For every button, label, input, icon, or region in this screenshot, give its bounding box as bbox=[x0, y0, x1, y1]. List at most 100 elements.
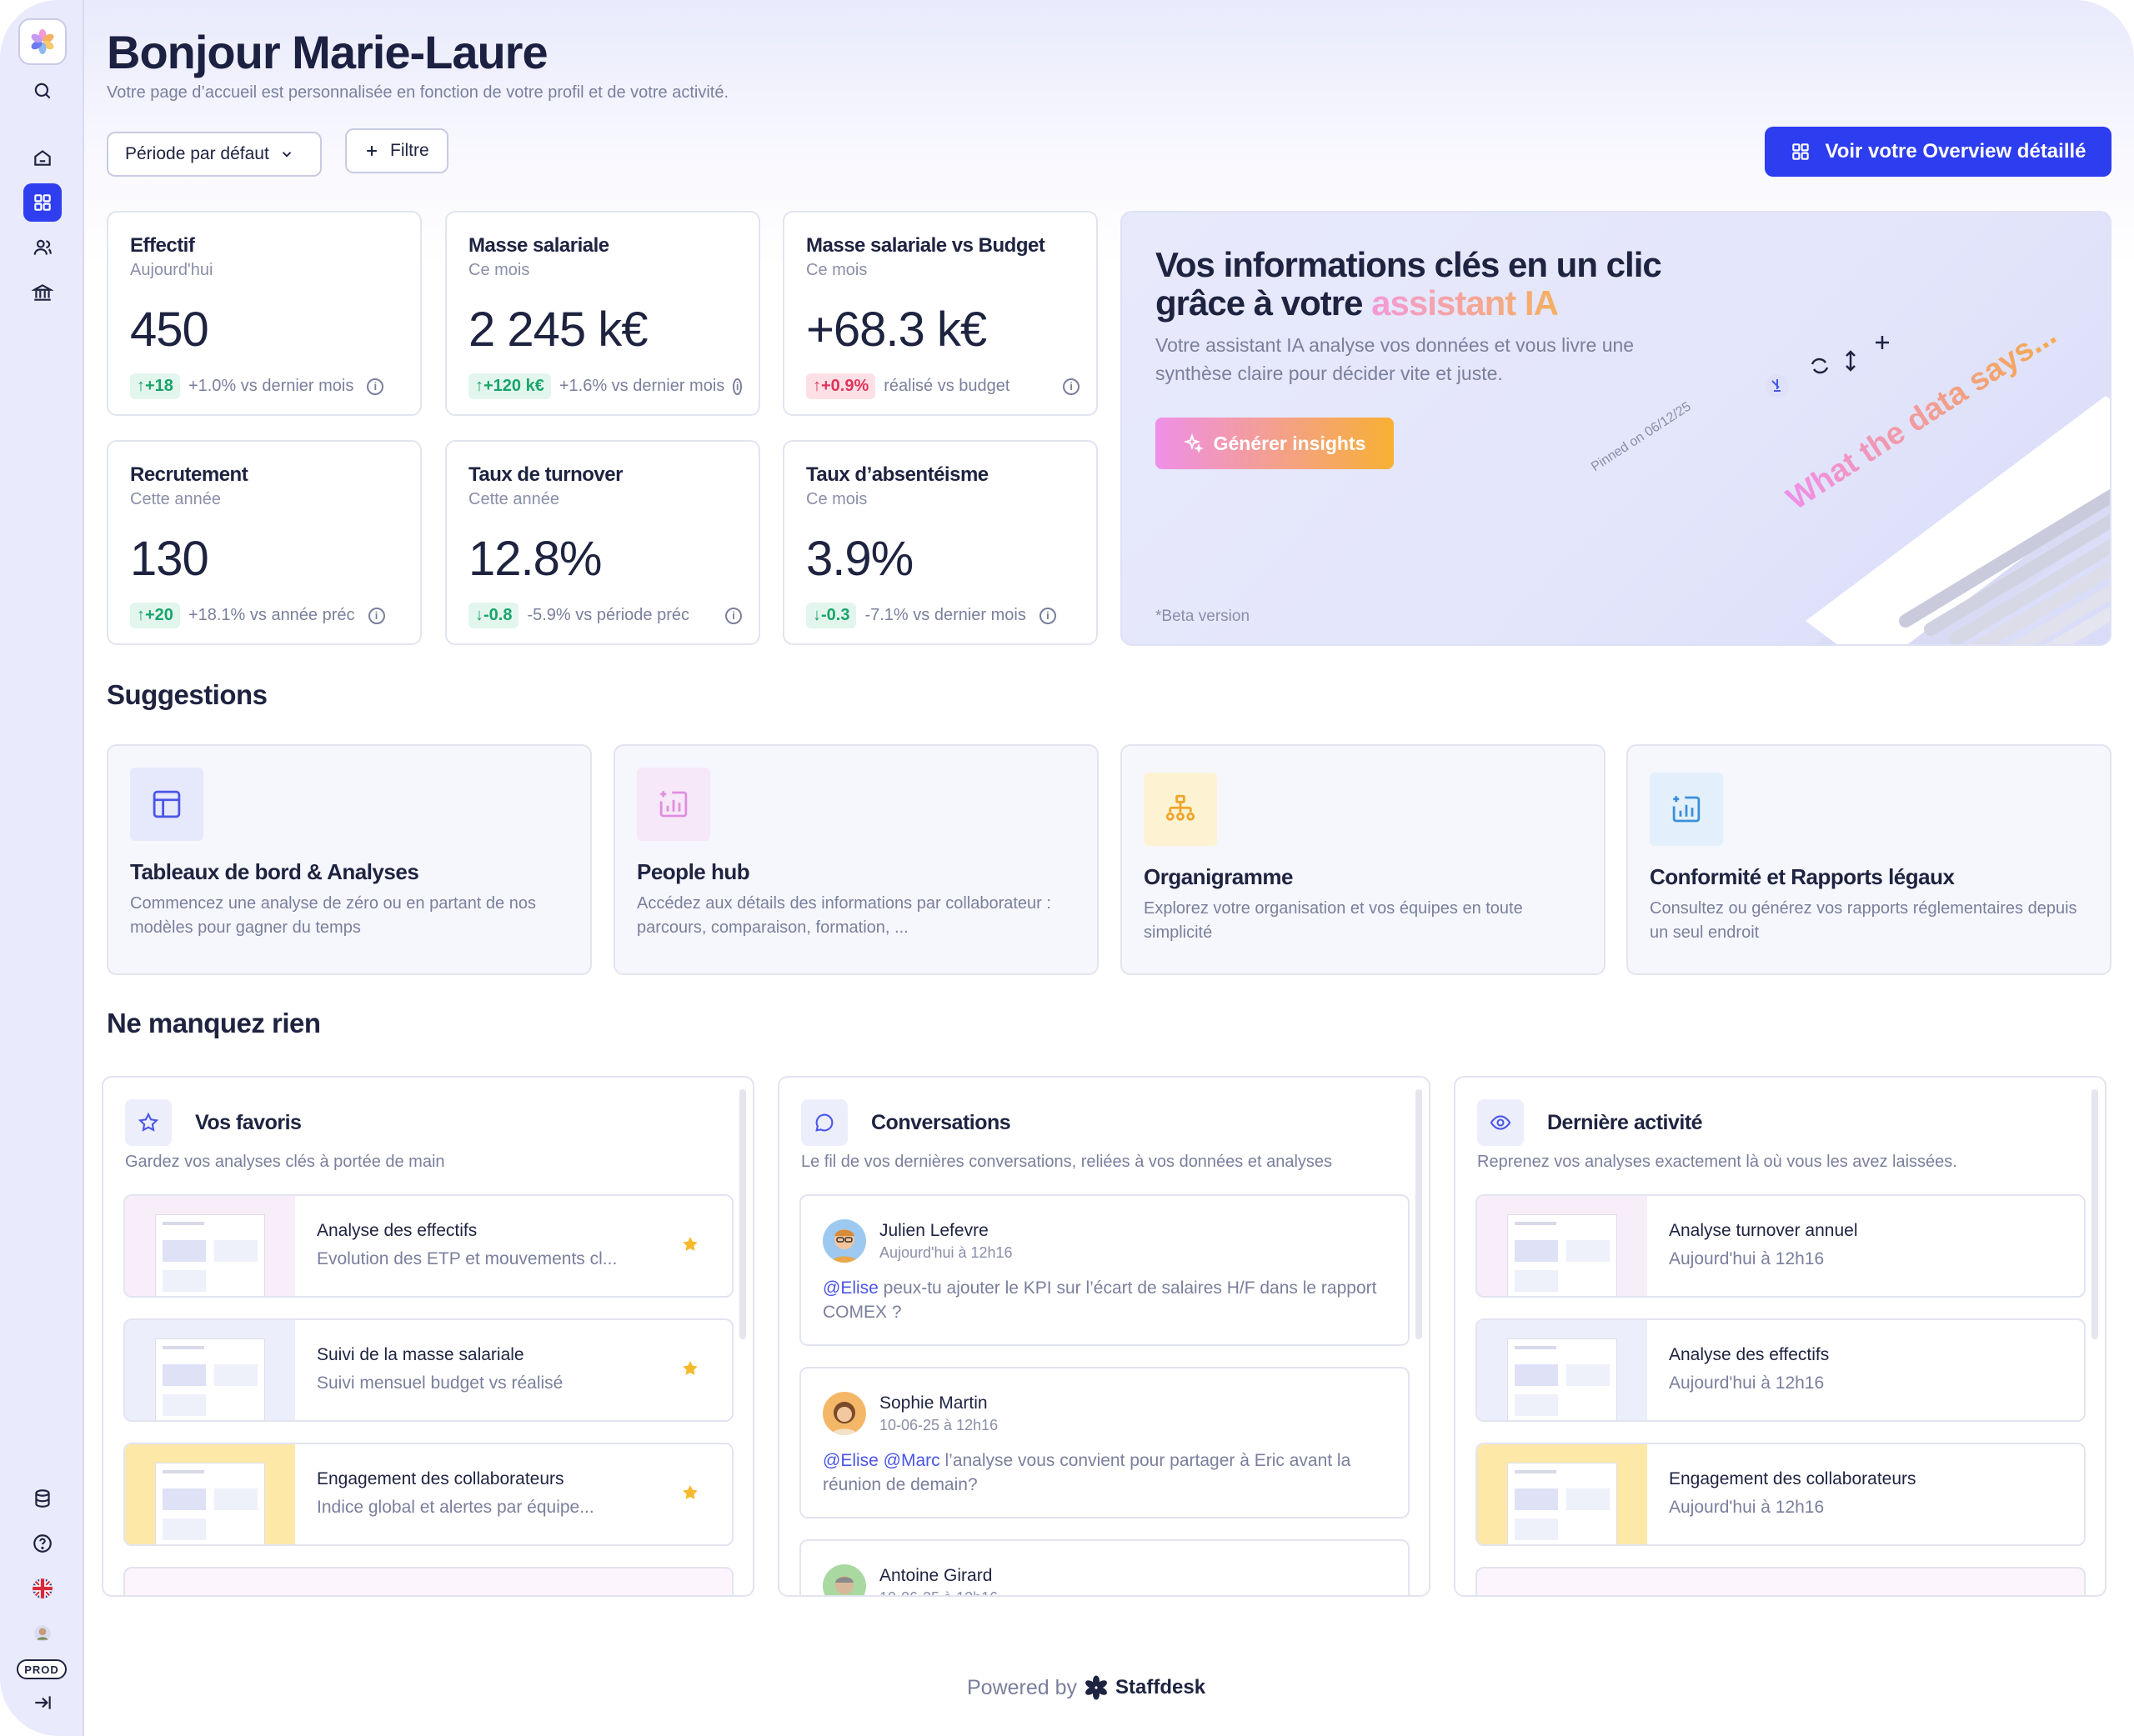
kpi-period: Ce mois bbox=[468, 261, 530, 279]
star-filled-icon[interactable] bbox=[680, 1358, 700, 1378]
uk-flag-icon[interactable] bbox=[23, 1569, 62, 1608]
info-icon[interactable]: i bbox=[733, 378, 742, 395]
info-icon[interactable]: i bbox=[1039, 607, 1056, 624]
kpi-period: Aujourd'hui bbox=[130, 261, 213, 279]
grid-icon bbox=[1792, 143, 1810, 160]
kpi-card-headcount[interactable]: Effectif Aujourd'hui 450 ↑+18 +1.0% vs d… bbox=[107, 211, 422, 416]
favorite-item[interactable]: Analyse des effectifs Evolution des ETP … bbox=[123, 1194, 734, 1298]
analysis-thumbnail bbox=[125, 1196, 295, 1296]
institution-icon[interactable] bbox=[23, 273, 62, 312]
info-icon[interactable]: i bbox=[368, 607, 385, 624]
env-badge: PROD bbox=[17, 1659, 67, 1679]
activity-item[interactable]: Analyse turnover annuel Aujourd'hui à 12… bbox=[1475, 1194, 2086, 1298]
message-text: @Elise peux-tu ajouter le KPI sur l’écar… bbox=[823, 1278, 1377, 1322]
search-icon[interactable] bbox=[23, 72, 62, 110]
help-icon[interactable] bbox=[23, 1524, 62, 1563]
analysis-thumbnail bbox=[1477, 1196, 1647, 1296]
kpi-card-recruitment[interactable]: Recrutement Cette année 130 ↑+20 +18.1% … bbox=[107, 440, 422, 645]
info-icon[interactable]: i bbox=[725, 607, 742, 624]
chevron-down-icon bbox=[282, 152, 291, 158]
activity-item-partial[interactable] bbox=[1475, 1567, 2086, 1595]
message-text: @Elise @Marc l’analyse vous convient pou… bbox=[823, 1451, 1351, 1494]
period-dropdown[interactable]: Période par défaut bbox=[107, 132, 322, 177]
kpi-period: Ce mois bbox=[806, 261, 868, 279]
favorite-name: Suivi de la masse salariale bbox=[317, 1345, 524, 1364]
kpi-delta-badge: ↓-0.8 bbox=[468, 603, 519, 628]
analysis-thumbnail bbox=[125, 1444, 295, 1544]
avatar bbox=[823, 1564, 866, 1595]
kpi-comparison: +1.6% vs dernier mois bbox=[559, 377, 725, 395]
suggestion-card-people-hub[interactable]: People hub Accédez aux détails des infor… bbox=[614, 744, 1099, 975]
powered-by-label: Powered by bbox=[967, 1675, 1078, 1699]
ai-insight-illustration bbox=[1806, 396, 2110, 644]
eye-icon bbox=[1477, 1099, 1524, 1146]
suggestion-card-dashboards[interactable]: Tableaux de bord & Analyses Commencez un… bbox=[107, 744, 592, 975]
info-icon[interactable]: i bbox=[1063, 378, 1080, 395]
kpi-value: 2 245 k€ bbox=[468, 303, 649, 357]
info-icon[interactable]: i bbox=[367, 378, 384, 395]
favorite-name: Engagement des collaborateurs bbox=[317, 1469, 564, 1488]
conversation-item[interactable]: Sophie Martin 10-06-25 à 12h16 @Elise @M… bbox=[799, 1367, 1410, 1518]
kpi-card-payroll-vs-budget[interactable]: Masse salariale vs Budget Ce mois +68.3 … bbox=[783, 211, 1098, 416]
kpi-title: Masse salariale vs Budget bbox=[806, 234, 1045, 257]
kpi-delta-badge: ↓-0.3 bbox=[806, 603, 857, 628]
database-icon[interactable] bbox=[23, 1479, 62, 1518]
suggestions-title: Suggestions bbox=[107, 679, 268, 710]
kpi-footer: ↓-0.8 -5.9% vs période préc i bbox=[468, 603, 742, 628]
mention[interactable]: @Elise bbox=[823, 1278, 879, 1298]
people-icon[interactable] bbox=[23, 228, 62, 267]
favorite-item[interactable]: Suivi de la masse salariale Suivi mensue… bbox=[123, 1318, 734, 1422]
kpi-card-payroll[interactable]: Masse salariale Ce mois 2 245 k€ ↑+120 k… bbox=[445, 211, 760, 416]
collapse-sidebar-icon[interactable] bbox=[23, 1683, 62, 1722]
favorite-item-partial[interactable] bbox=[123, 1567, 734, 1595]
kpi-value: 130 bbox=[130, 532, 209, 586]
star-outline-icon bbox=[125, 1099, 172, 1146]
scrollbar[interactable] bbox=[1415, 1089, 1422, 1339]
kpi-card-turnover[interactable]: Taux de turnover Cette année 12.8% ↓-0.8… bbox=[445, 440, 760, 645]
kpi-comparison: réalisé vs budget bbox=[884, 377, 1010, 395]
dashboard-grid-icon[interactable] bbox=[23, 183, 62, 222]
kpi-delta-badge: ↑+120 k€ bbox=[468, 373, 551, 399]
report-icon bbox=[1650, 773, 1723, 846]
filter-button[interactable]: Filtre bbox=[345, 128, 448, 173]
suggestion-description: Explorez votre organisation et vos équip… bbox=[1144, 899, 1523, 942]
page-subtitle: Votre page d’accueil est personnalisée e… bbox=[107, 83, 729, 102]
sparkle-icon bbox=[1183, 433, 1204, 453]
conversation-item[interactable]: Antoine Girard 10-06-25 à 12h16 bbox=[799, 1539, 1410, 1595]
conversation-item[interactable]: Julien Lefevre Aujourd'hui à 12h16 @Elis… bbox=[799, 1194, 1410, 1346]
panel-title: Dernière activité bbox=[1547, 1110, 1703, 1134]
illustration-toolbar bbox=[1766, 336, 1889, 398]
scrollbar[interactable] bbox=[2091, 1089, 2098, 1339]
overview-label: Voir votre Overview détaillé bbox=[1825, 140, 2086, 163]
avatar bbox=[823, 1392, 866, 1435]
kpi-title: Taux de turnover bbox=[468, 463, 623, 486]
chart-add-icon bbox=[637, 768, 710, 841]
kpi-period: Cette année bbox=[468, 490, 559, 508]
activity-item[interactable]: Analyse des effectifs Aujourd'hui à 12h1… bbox=[1475, 1318, 2086, 1422]
suggestion-description: Accédez aux détails des informations par… bbox=[637, 894, 1051, 937]
star-filled-icon[interactable] bbox=[680, 1483, 700, 1503]
star-filled-icon[interactable] bbox=[680, 1234, 700, 1254]
favorite-item[interactable]: Engagement des collaborateurs Indice glo… bbox=[123, 1443, 734, 1546]
home-icon[interactable] bbox=[23, 138, 62, 177]
suggestion-title: Conformité et Rapports légaux bbox=[1650, 864, 1955, 889]
message-time: 10-06-25 à 12h16 bbox=[879, 1589, 998, 1595]
dont-miss-title: Ne manquez rien bbox=[107, 1008, 321, 1038]
kpi-title: Taux d’absentéisme bbox=[806, 463, 989, 486]
app-logo[interactable] bbox=[18, 18, 67, 65]
favorite-description: Evolution des ETP et mouvements cl... bbox=[317, 1249, 618, 1268]
suggestion-card-org-chart[interactable]: Organigramme Explorez votre organisation… bbox=[1120, 744, 1606, 975]
kpi-card-absenteeism[interactable]: Taux d’absentéisme Ce mois 3.9% ↓-0.3 -7… bbox=[783, 440, 1098, 645]
mention[interactable]: @Elise @Marc bbox=[823, 1451, 940, 1470]
overview-button[interactable]: Voir votre Overview détaillé bbox=[1765, 127, 2111, 177]
period-label: Période par défaut bbox=[125, 144, 269, 163]
favorites-panel: Vos favoris Gardez vos analyses clés à p… bbox=[102, 1076, 754, 1597]
user-avatar[interactable] bbox=[23, 1614, 62, 1653]
conversations-panel: Conversations Le fil de vos dernières co… bbox=[778, 1076, 1430, 1597]
generate-insights-button[interactable]: Générer insights bbox=[1155, 418, 1394, 469]
activity-item[interactable]: Engagement des collaborateurs Aujourd'hu… bbox=[1475, 1443, 2086, 1546]
kpi-title: Recrutement bbox=[130, 463, 248, 486]
suggestion-description: Commencez une analyse de zéro ou en part… bbox=[130, 894, 536, 937]
suggestion-card-compliance[interactable]: Conformité et Rapports légaux Consultez … bbox=[1626, 744, 2111, 975]
scrollbar[interactable] bbox=[739, 1089, 746, 1339]
